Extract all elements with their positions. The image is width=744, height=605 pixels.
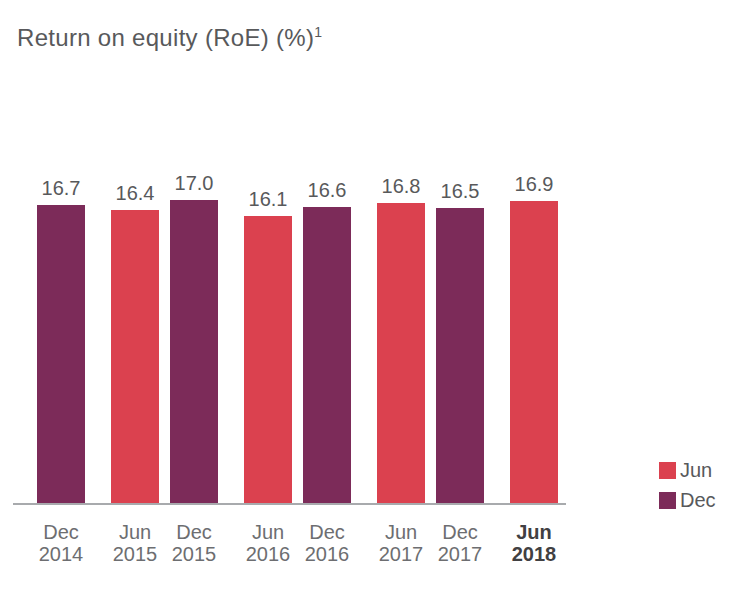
bar-dec-2014	[37, 205, 85, 503]
jun-series-swatch-icon	[659, 462, 676, 479]
x-tick-label: Jun2016	[246, 521, 291, 565]
x-tick-period: Jun	[512, 521, 557, 543]
bar-jun-2018	[510, 201, 558, 503]
bar-dec-2015	[170, 200, 218, 503]
x-tick-year: 2018	[512, 543, 557, 565]
chart-canvas: Return on equity (RoE) (%)1 16.7Dec20141…	[0, 0, 744, 605]
x-tick-year: 2015	[172, 543, 217, 565]
bar-jun-2017	[377, 203, 425, 503]
x-tick-period: Dec	[39, 521, 84, 543]
x-tick-label: Jun2017	[379, 521, 424, 565]
x-tick-year: 2016	[305, 543, 350, 565]
x-tick-label: Dec2017	[438, 521, 483, 565]
x-tick-period: Jun	[246, 521, 291, 543]
dec-series-swatch-icon	[659, 492, 676, 509]
bar-value-label: 16.1	[249, 188, 288, 210]
x-tick-label: Jun2015	[113, 521, 158, 565]
x-tick-label: Dec2015	[172, 521, 217, 565]
bar-jun-2016	[244, 216, 292, 503]
x-tick-period: Dec	[438, 521, 483, 543]
x-tick-label: Dec2016	[305, 521, 350, 565]
x-tick-period: Jun	[379, 521, 424, 543]
x-axis-line	[13, 503, 566, 505]
bar-value-label: 16.7	[42, 177, 81, 199]
bar-dec-2017	[436, 208, 484, 503]
bar-dec-2016	[303, 207, 351, 503]
bar-jun-2015	[111, 210, 159, 503]
x-tick-year: 2017	[379, 543, 424, 565]
x-tick-label: Jun2018	[512, 521, 557, 565]
legend-item-dec: Dec	[659, 489, 716, 512]
x-tick-year: 2016	[246, 543, 291, 565]
bar-value-label: 16.5	[441, 180, 480, 202]
x-tick-year: 2015	[113, 543, 158, 565]
legend-item-jun: Jun	[659, 459, 716, 482]
x-tick-period: Jun	[113, 521, 158, 543]
bar-value-label: 16.9	[515, 173, 554, 195]
x-tick-year: 2017	[438, 543, 483, 565]
x-tick-period: Dec	[172, 521, 217, 543]
x-tick-label: Dec2014	[39, 521, 84, 565]
bar-value-label: 16.4	[116, 182, 155, 204]
legend-label-dec: Dec	[680, 489, 716, 512]
x-tick-year: 2014	[39, 543, 84, 565]
bar-value-label: 16.6	[308, 179, 347, 201]
x-tick-period: Dec	[305, 521, 350, 543]
legend-label-jun: Jun	[680, 459, 712, 482]
legend: Jun Dec	[659, 459, 716, 512]
bar-value-label: 16.8	[382, 175, 421, 197]
bar-value-label: 17.0	[175, 172, 214, 194]
plot-area: 16.7Dec201416.4Jun201517.0Dec201516.1Jun…	[0, 0, 744, 605]
